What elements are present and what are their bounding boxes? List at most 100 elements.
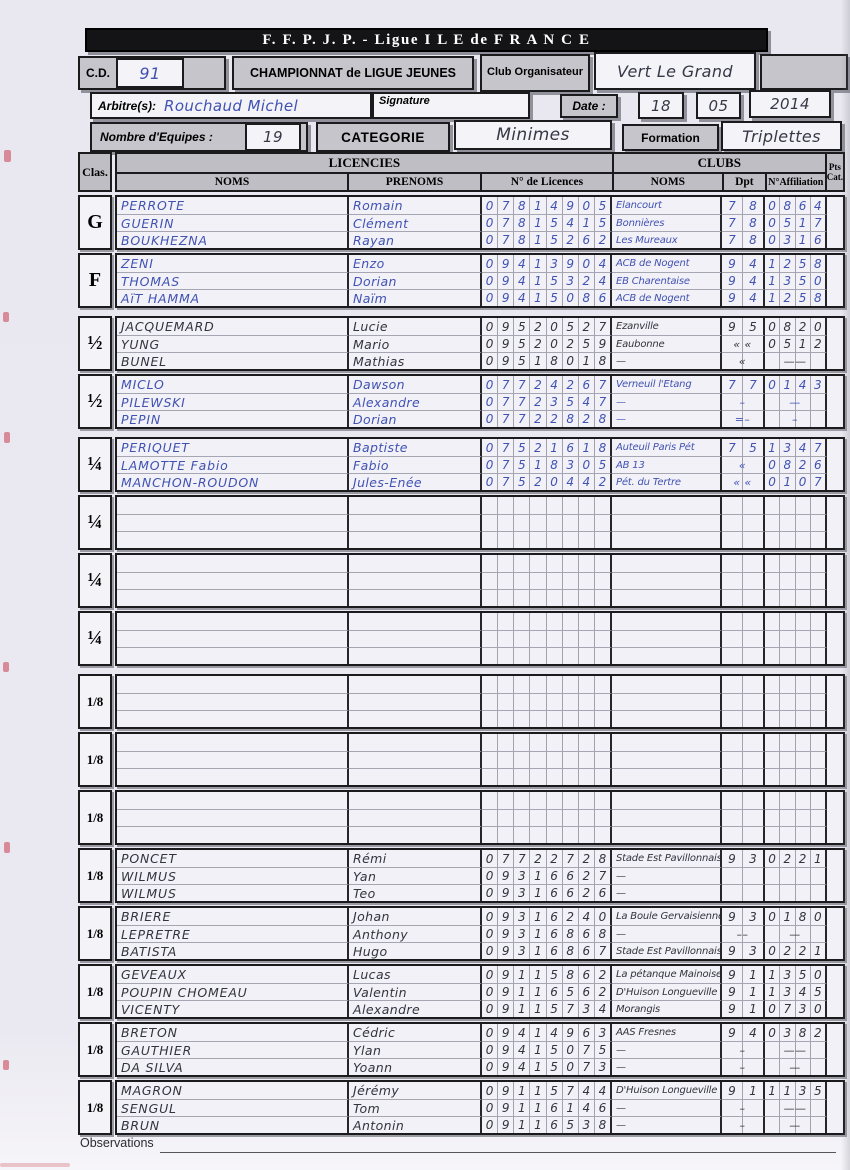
club-cell bbox=[612, 531, 722, 548]
pts-cell bbox=[827, 908, 843, 959]
licence-cells bbox=[482, 710, 612, 727]
digit-cell: 4 bbox=[513, 1042, 529, 1058]
digit-cell bbox=[765, 810, 779, 826]
handwriting: AB 13 bbox=[616, 459, 645, 471]
digit-cell bbox=[809, 1100, 825, 1116]
digit-cell bbox=[779, 648, 794, 664]
handwriting: Lucas bbox=[353, 967, 391, 982]
digit-cell bbox=[545, 810, 562, 826]
prenom-cell: Dorian bbox=[349, 272, 482, 289]
digit-cell: 0 bbox=[768, 198, 776, 213]
digit-cell bbox=[529, 676, 545, 693]
digit-cell: 0 bbox=[768, 458, 776, 472]
digit-cell bbox=[809, 711, 825, 727]
dpt-cells: – bbox=[722, 1099, 765, 1116]
digit-cell: 0 bbox=[577, 197, 594, 214]
digit-cell: 8 bbox=[794, 1024, 810, 1041]
digit-cell bbox=[482, 648, 497, 664]
digit-cell bbox=[577, 769, 594, 785]
dpt-cells: – bbox=[722, 1041, 765, 1058]
digit-cell: 7 bbox=[497, 215, 513, 231]
prenom-cell: Fabio bbox=[349, 456, 482, 473]
digit-cell bbox=[593, 711, 610, 727]
digit-cell: 6 bbox=[545, 885, 562, 901]
digit-cell bbox=[779, 711, 794, 727]
nom-cell: VICENTY bbox=[117, 1000, 349, 1017]
digit-cell: 5 bbox=[545, 1042, 562, 1058]
digit-cell: 2 bbox=[577, 318, 594, 335]
nom-cell bbox=[117, 572, 349, 589]
digit-cell bbox=[742, 810, 763, 826]
digit-cell: 9 bbox=[728, 909, 736, 924]
digit-cell: 0 bbox=[485, 985, 494, 999]
digit-cell: 5 bbox=[809, 984, 825, 1000]
digit-cell: 6 bbox=[545, 943, 562, 959]
handwriting: Auteuil Paris Pét bbox=[616, 442, 695, 453]
digit-cell: 5 bbox=[577, 336, 594, 352]
table-row: 1/8 bbox=[78, 674, 846, 729]
digit-cell: 5 bbox=[561, 394, 578, 410]
digit-cell bbox=[794, 411, 810, 427]
digit-cell: 1 bbox=[545, 439, 562, 456]
digit-cell: 9 bbox=[497, 984, 513, 1000]
digit-cell bbox=[722, 694, 742, 710]
digit-cell: 1 bbox=[513, 1100, 529, 1116]
digit-cell bbox=[513, 810, 529, 826]
club-cell: Bonnières bbox=[612, 214, 722, 231]
table-row: ¼ bbox=[78, 553, 846, 608]
digit-cell: 5 bbox=[545, 966, 562, 983]
club-cell: D'Huison Longueville bbox=[612, 983, 722, 1000]
digit-cell bbox=[742, 676, 763, 693]
clas-label: ¼ bbox=[78, 611, 112, 666]
digit-cell: 3 bbox=[561, 273, 578, 289]
digit-cell: 2 bbox=[529, 336, 545, 352]
handwriting: « « bbox=[733, 337, 752, 351]
prenom-cell: Hugo bbox=[349, 942, 482, 959]
digit-cell: 9 bbox=[497, 868, 513, 884]
digit-cell bbox=[765, 752, 779, 768]
digit-cell: 1 bbox=[513, 1117, 529, 1133]
digit-cell: 0 bbox=[485, 216, 494, 230]
digit-cell bbox=[809, 1042, 825, 1058]
digit-cell bbox=[779, 769, 794, 785]
digit-cell bbox=[809, 497, 825, 514]
digit-cell: 0 bbox=[768, 909, 776, 924]
digit-cell bbox=[561, 613, 578, 630]
digit-cell bbox=[742, 694, 763, 710]
handwriting: GUERIN bbox=[121, 215, 175, 231]
nom-cell: MAGRON bbox=[117, 1082, 349, 1099]
digit-cell bbox=[561, 573, 578, 589]
digit-cell: 1 bbox=[809, 850, 825, 867]
digit-cell bbox=[529, 555, 545, 572]
nom-cell: THOMAS bbox=[117, 272, 349, 289]
digit-cell bbox=[779, 555, 794, 572]
digit-cell bbox=[722, 752, 742, 768]
affiliation-cells: — bbox=[765, 393, 827, 410]
digit-cell: 1 bbox=[779, 1082, 794, 1099]
digit-cell: 4 bbox=[513, 1059, 529, 1075]
handwriting: Eaubonne bbox=[616, 338, 665, 350]
digit-cell: 1 bbox=[529, 353, 545, 369]
prenom-cell: Alexandre bbox=[349, 1000, 482, 1017]
licence-cells bbox=[482, 647, 612, 664]
pts-cell bbox=[827, 1082, 843, 1133]
scan-mark bbox=[0, 1163, 70, 1167]
digit-cell: 6 bbox=[577, 966, 594, 983]
block-main: BRETON Cédric 0 9 4 1 4 9 6 3 AAS Fresnes 9 4 0 3 8 2 GAU… bbox=[115, 1022, 845, 1077]
prenom-cell: Cédric bbox=[349, 1024, 482, 1041]
digit-cell: 4 bbox=[577, 474, 594, 490]
digit-cell bbox=[497, 769, 513, 785]
handwriting: Pét. du Tertre bbox=[616, 476, 681, 488]
digit-cell: 4 bbox=[593, 1001, 610, 1017]
handwriting: — bbox=[616, 396, 626, 408]
digit-cell: 2 bbox=[794, 318, 810, 335]
digit-cell bbox=[545, 827, 562, 843]
digit-cell: 4 bbox=[577, 1100, 594, 1116]
digit-cell bbox=[577, 590, 594, 606]
prenom-cell: Yan bbox=[349, 867, 482, 884]
